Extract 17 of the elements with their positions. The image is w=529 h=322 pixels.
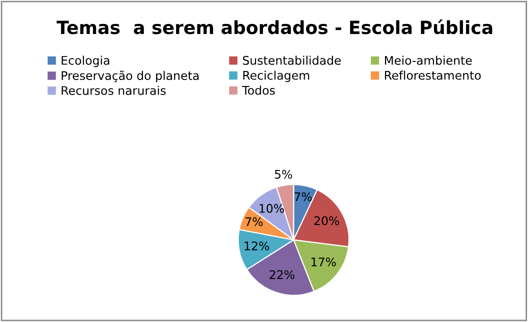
- legend-label: Todos: [242, 86, 275, 95]
- data-label: 7%: [294, 192, 312, 202]
- data-label: 20%: [314, 216, 340, 226]
- data-label: 10%: [260, 204, 284, 213]
- legend-label: Preservação do planeta: [62, 70, 199, 82]
- legend-label: Reciclagem: [243, 70, 310, 82]
- legend-label: Recursos narurais: [62, 86, 166, 95]
- chart-title: Temas a serem abordados - Escola Pública: [56, 20, 492, 34]
- data-label: 7%: [246, 217, 263, 226]
- legend-label: Reflorestamento: [384, 70, 481, 80]
- legend-label: Sustentabilidade: [242, 56, 341, 65]
- data-label: 5%: [274, 170, 292, 179]
- legend-label: Meio-ambiente: [384, 56, 472, 65]
- data-label: 22%: [270, 270, 294, 280]
- data-label: 12%: [244, 241, 270, 250]
- legend-label: Ecologia: [62, 56, 110, 68]
- data-label: 17%: [312, 257, 336, 266]
